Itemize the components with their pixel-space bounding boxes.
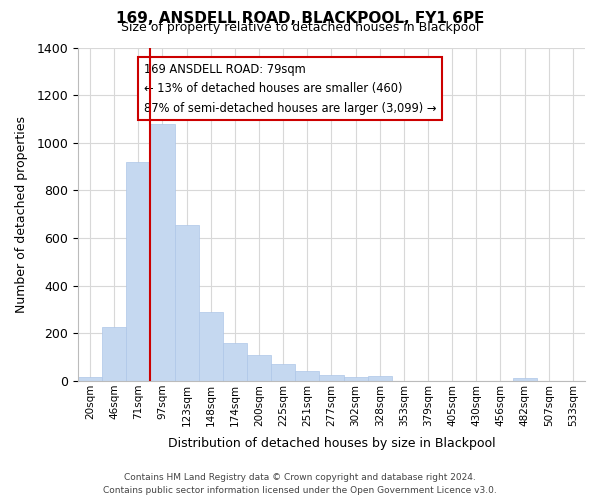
Text: Contains HM Land Registry data © Crown copyright and database right 2024.
Contai: Contains HM Land Registry data © Crown c… xyxy=(103,474,497,495)
Bar xyxy=(223,344,247,381)
Bar xyxy=(271,364,295,381)
Text: 169, ANSDELL ROAD, BLACKPOOL, FY1 6PE: 169, ANSDELL ROAD, BLACKPOOL, FY1 6PE xyxy=(116,11,484,26)
Y-axis label: Number of detached properties: Number of detached properties xyxy=(15,116,28,312)
Bar xyxy=(247,356,271,381)
Bar xyxy=(295,372,319,381)
Bar xyxy=(175,225,199,381)
Bar xyxy=(126,162,151,381)
Text: Size of property relative to detached houses in Blackpool: Size of property relative to detached ho… xyxy=(121,22,479,35)
Bar xyxy=(199,312,223,381)
Bar xyxy=(368,376,392,381)
Bar xyxy=(151,124,175,381)
X-axis label: Distribution of detached houses by size in Blackpool: Distribution of detached houses by size … xyxy=(167,437,495,450)
Text: 169 ANSDELL ROAD: 79sqm
← 13% of detached houses are smaller (460)
87% of semi-d: 169 ANSDELL ROAD: 79sqm ← 13% of detache… xyxy=(144,62,436,114)
Bar xyxy=(512,378,537,381)
Bar xyxy=(319,375,344,381)
Bar xyxy=(78,378,102,381)
Bar xyxy=(344,376,368,381)
Bar xyxy=(102,326,126,381)
